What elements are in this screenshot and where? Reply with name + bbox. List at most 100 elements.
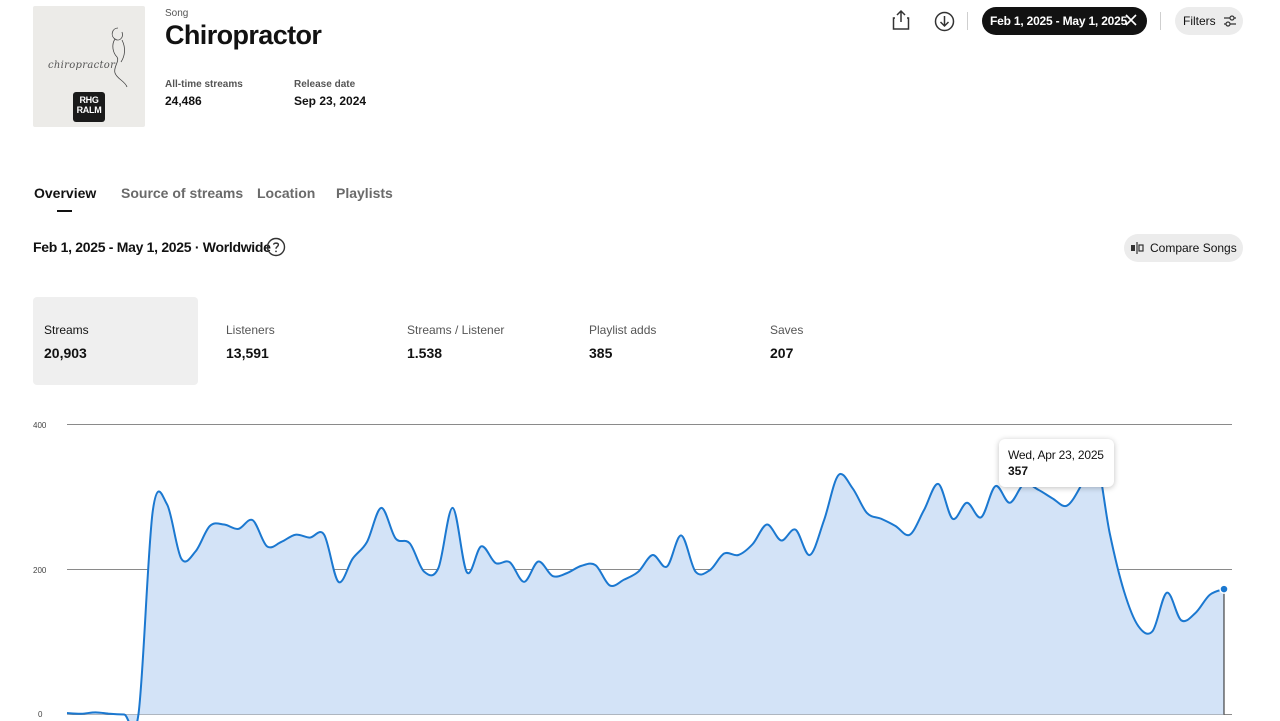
data-point[interactable] (521, 579, 527, 585)
data-point[interactable] (264, 543, 270, 549)
data-point[interactable] (650, 552, 656, 558)
data-point[interactable] (821, 517, 827, 523)
data-point[interactable] (864, 510, 870, 516)
data-point[interactable] (950, 516, 956, 522)
data-point[interactable] (250, 517, 256, 523)
data-point[interactable] (407, 540, 413, 546)
data-point[interactable] (464, 569, 470, 575)
data-point[interactable] (150, 509, 156, 515)
data-point[interactable] (335, 579, 341, 585)
data-point[interactable] (964, 500, 970, 506)
tab-location[interactable]: Location (257, 185, 316, 201)
data-point[interactable] (535, 559, 541, 565)
data-point[interactable] (207, 523, 213, 529)
data-point[interactable] (792, 527, 798, 533)
date-range-chip[interactable]: Feb 1, 2025 - May 1, 2025 (982, 7, 1147, 35)
data-point[interactable] (550, 573, 556, 579)
metric-listeners[interactable]: Listeners 13,591 (215, 297, 380, 385)
data-point[interactable] (721, 551, 727, 557)
data-point[interactable] (221, 522, 227, 528)
metric-streams-per-listener[interactable]: Streams / Listener 1.538 (396, 297, 561, 385)
data-point[interactable] (321, 532, 327, 538)
data-point[interactable] (1007, 500, 1013, 506)
data-point[interactable] (607, 582, 613, 588)
data-point[interactable] (907, 532, 913, 538)
data-point[interactable] (64, 710, 70, 716)
data-point[interactable] (1150, 628, 1156, 634)
data-point[interactable] (578, 563, 584, 569)
data-point[interactable] (421, 569, 427, 575)
all-time-streams-value: 24,486 (165, 94, 202, 108)
data-point[interactable] (635, 569, 641, 575)
tab-overview[interactable]: Overview (34, 185, 97, 201)
data-point[interactable] (107, 711, 113, 717)
data-point[interactable] (621, 577, 627, 583)
data-point[interactable] (892, 523, 898, 529)
data-point[interactable] (393, 535, 399, 541)
compare-songs-button[interactable]: Compare Songs (1124, 234, 1243, 262)
data-point[interactable] (692, 569, 698, 575)
metric-playlist-adds[interactable]: Playlist adds 385 (578, 297, 743, 385)
data-point[interactable] (1121, 588, 1127, 594)
data-point[interactable] (135, 712, 141, 718)
data-point[interactable] (1192, 610, 1198, 616)
data-point[interactable] (764, 522, 770, 528)
data-point[interactable] (364, 539, 370, 545)
streams-area (67, 454, 1224, 721)
data-point[interactable] (1135, 623, 1141, 629)
share-button[interactable] (890, 9, 912, 31)
data-point[interactable] (78, 711, 84, 717)
data-point[interactable] (193, 548, 199, 554)
data-point[interactable] (478, 543, 484, 549)
tab-source-of-streams[interactable]: Source of streams (121, 185, 244, 201)
data-point[interactable] (307, 535, 313, 541)
metric-saves[interactable]: Saves 207 (759, 297, 924, 385)
data-point[interactable] (593, 562, 599, 568)
data-point[interactable] (935, 481, 941, 487)
data-point[interactable] (807, 552, 813, 558)
data-point[interactable] (1164, 590, 1170, 596)
data-point[interactable] (1207, 592, 1213, 598)
data-point[interactable] (450, 505, 456, 511)
data-point[interactable] (978, 514, 984, 520)
help-icon[interactable] (266, 237, 286, 257)
data-point[interactable] (1050, 495, 1056, 501)
data-point[interactable] (921, 507, 927, 513)
data-point[interactable] (750, 541, 756, 547)
data-point[interactable] (992, 483, 998, 489)
filters-button[interactable]: Filters (1175, 7, 1243, 35)
data-point[interactable] (435, 565, 441, 571)
metric-value: 385 (589, 345, 613, 361)
data-point[interactable] (564, 570, 570, 576)
data-point[interactable] (164, 501, 170, 507)
highlighted-point[interactable] (1219, 584, 1229, 594)
data-point[interactable] (493, 560, 499, 566)
data-point[interactable] (178, 556, 184, 562)
release-date-label: Release date (294, 79, 356, 90)
data-point[interactable] (93, 709, 99, 715)
data-point[interactable] (235, 526, 241, 532)
data-point[interactable] (350, 556, 356, 562)
data-point[interactable] (678, 532, 684, 538)
data-point[interactable] (1035, 487, 1041, 493)
data-point[interactable] (850, 485, 856, 491)
metric-streams[interactable]: Streams 20,903 (33, 297, 198, 385)
data-point[interactable] (121, 712, 127, 718)
data-point[interactable] (278, 539, 284, 545)
data-point[interactable] (778, 538, 784, 544)
data-point[interactable] (878, 516, 884, 522)
data-point[interactable] (707, 567, 713, 573)
data-point[interactable] (507, 559, 513, 565)
data-point[interactable] (1064, 503, 1070, 509)
tab-playlists[interactable]: Playlists (336, 185, 393, 201)
data-point[interactable] (378, 505, 384, 511)
data-point[interactable] (1178, 617, 1184, 623)
toolbar-divider (967, 12, 968, 30)
data-point[interactable] (835, 472, 841, 478)
data-point[interactable] (735, 552, 741, 558)
close-icon[interactable] (1124, 13, 1138, 27)
data-point[interactable] (1107, 530, 1113, 536)
download-button[interactable] (933, 10, 955, 32)
data-point[interactable] (664, 564, 670, 570)
data-point[interactable] (293, 532, 299, 538)
